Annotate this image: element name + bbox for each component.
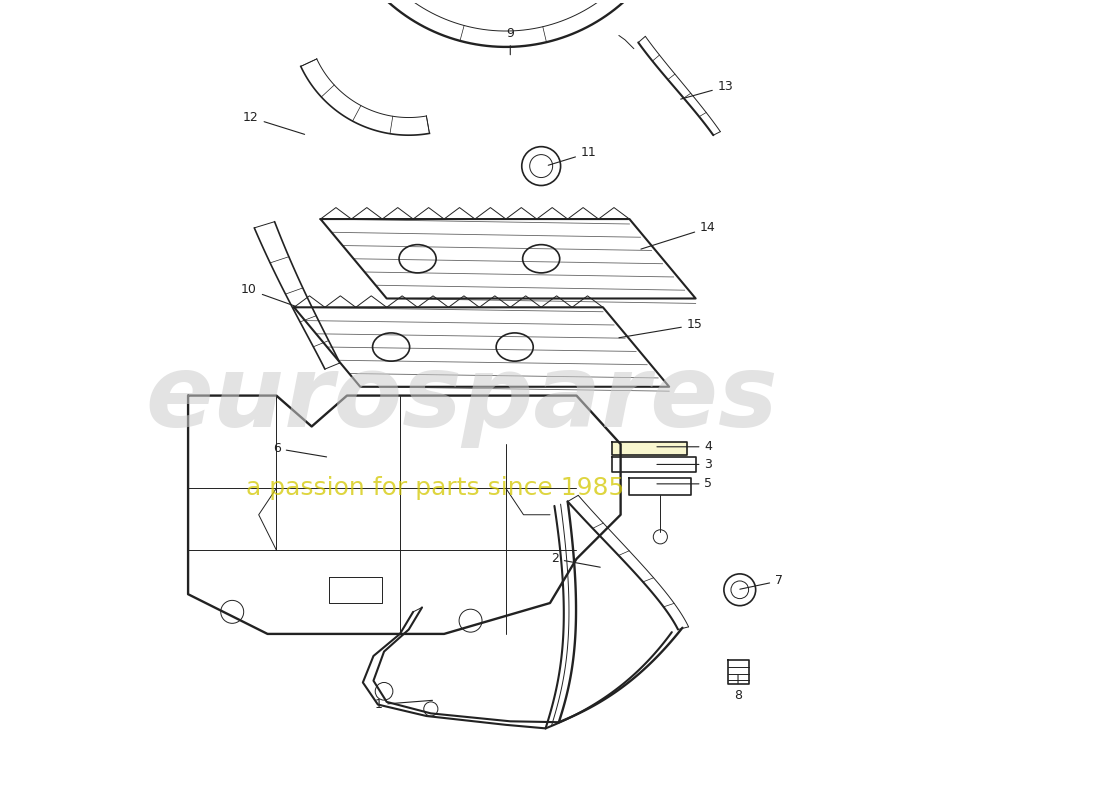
Polygon shape: [612, 442, 686, 454]
Text: eurospares: eurospares: [145, 351, 778, 449]
Text: 3: 3: [657, 458, 713, 471]
Text: 1: 1: [374, 698, 432, 711]
Text: 11: 11: [548, 146, 596, 166]
Text: 13: 13: [681, 80, 734, 99]
Text: 14: 14: [641, 222, 716, 249]
Text: 9: 9: [506, 27, 514, 54]
Text: 15: 15: [619, 318, 703, 338]
Text: 4: 4: [657, 440, 713, 454]
Text: a passion for parts since 1985: a passion for parts since 1985: [246, 476, 625, 500]
Text: 10: 10: [241, 283, 296, 306]
Text: 2: 2: [551, 552, 601, 567]
Text: 12: 12: [243, 111, 305, 134]
Text: 6: 6: [273, 442, 327, 457]
Text: 7: 7: [740, 574, 783, 590]
Text: 8: 8: [734, 674, 742, 702]
Text: 5: 5: [657, 478, 713, 490]
